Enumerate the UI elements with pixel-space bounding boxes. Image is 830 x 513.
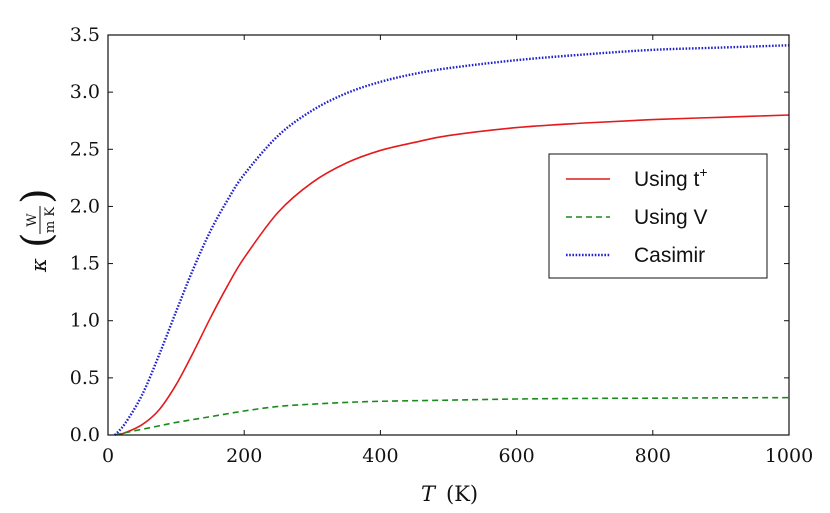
x-tick-label-200: 200 [226, 445, 262, 467]
legend-label-using-t-text: Using t [634, 168, 700, 191]
plot-frame [107, 34, 790, 436]
legend-label-using-v: Using V [634, 206, 708, 229]
y-tick-label-6: 3.0 [70, 81, 100, 103]
x-tick-label-600: 600 [498, 445, 534, 467]
x-tick-label-800: 800 [635, 445, 671, 467]
y-axis-paren-right: ) [14, 188, 60, 204]
y-tick-label-2: 1.0 [70, 310, 100, 332]
x-axis-unit: (K) [446, 482, 478, 506]
y-axis-symbol: κ [27, 258, 51, 273]
legend: Using t+ Using V Casimir [548, 153, 768, 279]
series-casimir-line [113, 44, 790, 436]
y-tick-label-5: 2.5 [70, 138, 100, 160]
legend-label-using-t: Using t+ [634, 164, 708, 191]
series-using-t-line [114, 114, 790, 436]
legend-label-using-t-sup: + [699, 164, 707, 180]
legend-label-casimir: Casimir [634, 244, 705, 267]
y-tick-label-7: 3.5 [70, 24, 100, 46]
y-tick-label-1: 0.5 [70, 367, 100, 389]
y-tick-label-4: 2.0 [70, 195, 100, 217]
x-tick-label-0: 0 [102, 445, 114, 467]
x-tick-label-400: 400 [362, 445, 398, 467]
legend-box [548, 153, 768, 279]
y-axis-paren-left: ( [14, 232, 60, 248]
y-axis-unit-numerator: W [25, 213, 40, 227]
x-tick-label-1000: 1000 [765, 445, 813, 467]
y-tick-label-3: 1.5 [70, 253, 100, 275]
y-axis-unit-denominator: m K [43, 207, 58, 233]
y-axis-label: κ ( W m K ) [14, 188, 60, 273]
y-tick-label-0: 0.0 [70, 424, 100, 446]
x-axis-symbol: T [421, 482, 437, 506]
series-using-v-line [114, 396, 790, 436]
